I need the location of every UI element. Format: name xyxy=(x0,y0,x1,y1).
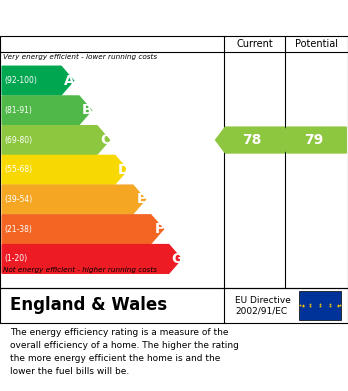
Text: (39-54): (39-54) xyxy=(4,195,32,204)
Text: (1-20): (1-20) xyxy=(4,255,27,264)
Text: 79: 79 xyxy=(304,133,323,147)
Text: (69-80): (69-80) xyxy=(4,136,32,145)
Text: D: D xyxy=(117,163,129,177)
Text: EU Directive
2002/91/EC: EU Directive 2002/91/EC xyxy=(235,296,291,315)
Polygon shape xyxy=(2,215,164,244)
Bar xyxy=(299,291,341,320)
Text: England & Wales: England & Wales xyxy=(10,296,168,314)
Polygon shape xyxy=(2,126,110,154)
Text: E: E xyxy=(136,192,146,206)
Text: (92-100): (92-100) xyxy=(4,76,37,85)
Polygon shape xyxy=(2,66,74,95)
Text: (81-91): (81-91) xyxy=(4,106,32,115)
Polygon shape xyxy=(277,127,346,153)
Text: F: F xyxy=(154,222,164,236)
Text: Very energy efficient - lower running costs: Very energy efficient - lower running co… xyxy=(3,54,158,60)
Text: G: G xyxy=(171,252,183,266)
Text: C: C xyxy=(100,133,110,147)
Polygon shape xyxy=(215,127,284,153)
Text: (21-38): (21-38) xyxy=(4,225,32,234)
Polygon shape xyxy=(2,155,127,184)
Text: (55-68): (55-68) xyxy=(4,165,32,174)
Text: A: A xyxy=(64,74,74,88)
Polygon shape xyxy=(2,185,145,214)
Text: Energy Efficiency Rating: Energy Efficiency Rating xyxy=(10,11,232,25)
Text: Current: Current xyxy=(237,39,273,49)
Polygon shape xyxy=(2,96,92,125)
Text: Not energy efficient - higher running costs: Not energy efficient - higher running co… xyxy=(3,267,158,273)
Text: The energy efficiency rating is a measure of the
overall efficiency of a home. T: The energy efficiency rating is a measur… xyxy=(10,328,239,376)
Text: Potential: Potential xyxy=(295,39,338,49)
Polygon shape xyxy=(2,245,181,273)
Text: 78: 78 xyxy=(242,133,261,147)
Text: B: B xyxy=(82,103,93,117)
